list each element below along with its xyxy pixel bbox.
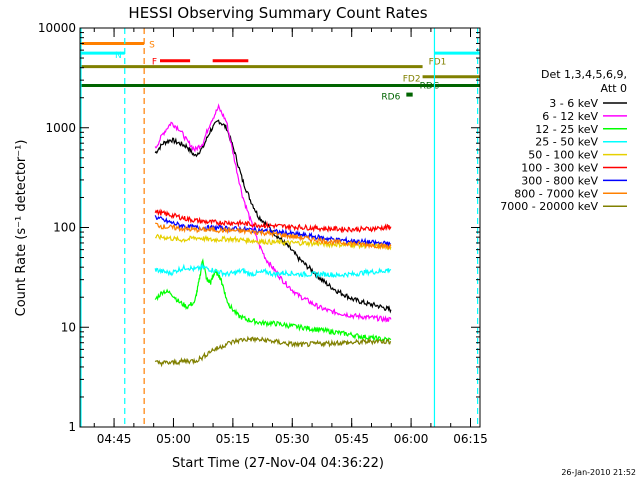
- interval-label: RD6: [381, 93, 400, 103]
- timestamp: 26-Jan-2010 21:52: [561, 468, 636, 477]
- x-tick-label: 05:15: [216, 432, 251, 446]
- series-line: [154, 222, 392, 251]
- y-tick-label: 10: [61, 320, 76, 334]
- y-tick-label: 10000: [38, 21, 76, 35]
- x-axis: 04:45 05:00 05:15 05:30 05:45 06:00 06:15: [93, 28, 488, 446]
- y-tick-label: 1000: [45, 121, 76, 135]
- x-tick-label: 05:30: [275, 432, 310, 446]
- legend-title: Det 1,3,4,5,6,9,: [541, 68, 627, 81]
- series-line: [154, 119, 392, 314]
- y-axis-label: Count Rate (s⁻¹ detector⁻¹): [14, 140, 29, 317]
- legend-entry-label: 3 - 6 keV: [549, 97, 598, 110]
- interval-label: RDC: [420, 82, 439, 92]
- legend-entry-label: 12 - 25 keV: [535, 123, 598, 136]
- series-line: [154, 335, 392, 368]
- legend-entry-label: 50 - 100 keV: [528, 149, 598, 162]
- x-axis-label: Start Time (27-Nov-04 04:36:22): [172, 456, 384, 471]
- x-tick-label: 04:45: [97, 432, 132, 446]
- x-tick-label: 06:00: [394, 432, 429, 446]
- legend-title: Att 0: [601, 82, 627, 95]
- y-tick-label: 100: [53, 221, 76, 235]
- series-line: [154, 262, 392, 279]
- x-tick-label: 06:15: [453, 432, 488, 446]
- series-line: [154, 103, 392, 323]
- y-axis: 1 10 100 1000 10000: [38, 21, 480, 434]
- interval-label: FD1: [429, 58, 447, 68]
- legend-entry-label: 800 - 7000 keV: [514, 187, 598, 200]
- series-line: [154, 208, 392, 234]
- legend-entry-label: 100 - 300 keV: [521, 162, 598, 175]
- x-tick-label: 05:00: [156, 432, 191, 446]
- chart-title: HESSI Observing Summary Count Rates: [128, 4, 427, 22]
- y-tick-label: 1: [68, 420, 76, 434]
- interval-label: S: [149, 40, 155, 50]
- x-tick-label: 05:45: [334, 432, 369, 446]
- interval-label: F: [152, 58, 157, 68]
- legend-entry-label: 300 - 800 keV: [521, 174, 598, 187]
- series-line: [154, 258, 392, 344]
- legend-entry-label: 6 - 12 keV: [542, 110, 598, 123]
- legend-entry-label: 25 - 50 keV: [535, 136, 598, 149]
- series-lines: [154, 103, 392, 368]
- interval-label: N: [115, 51, 122, 61]
- legend-entry-label: 7000 - 20000 keV: [500, 200, 598, 213]
- interval-label: FD2: [403, 75, 421, 85]
